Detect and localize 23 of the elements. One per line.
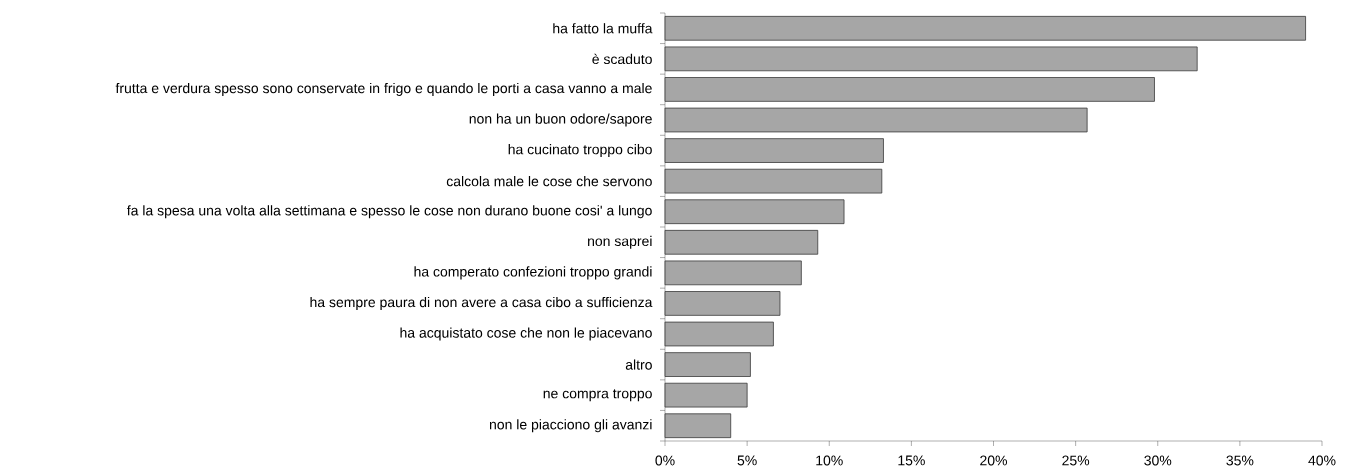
x-tick-label: 25% (1062, 455, 1090, 466)
y-tick-label: fa la spesa una volta alla settimana e spesso le cose non durano buone cosi' a lungo (126, 205, 652, 219)
y-tick-label: calcola male le cose che servono (446, 176, 652, 187)
y-tick-label: non ha un buon odore/sapore (469, 113, 652, 127)
y-tick-label: ha fatto la muffa (553, 23, 653, 34)
x-tick-label: 5% (737, 455, 757, 466)
y-tick-label: ha comperato confezioni troppo grandi (414, 266, 652, 280)
y-tick-label: ha sempre paura di non avere a casa cibo a sufficienza (310, 296, 653, 310)
x-tick-label: 40% (1308, 455, 1336, 466)
y-tick-label: non le piacciono gli avanzi (489, 419, 652, 433)
x-tick-label: 0% (655, 455, 675, 466)
y-tick-label: altro (625, 359, 652, 370)
x-tick-label: 35% (1226, 455, 1254, 466)
y-tick-label: frutta e verdura spesso sono conservate in frigo e quando le porti a casa vanno a male (115, 82, 652, 96)
x-tick-label: 20% (980, 455, 1008, 466)
y-tick-label: è scaduto (592, 53, 652, 65)
x-tick-label: 30% (1144, 455, 1172, 466)
x-tick-label: 10% (816, 455, 843, 466)
y-tick-label: ne compra troppo (543, 389, 652, 402)
y-tick-label: ha cucinato troppo cibo (508, 144, 652, 158)
x-tick-label: 15% (898, 455, 925, 466)
y-tick-label: ha acquistato cose che non le piacevano (400, 327, 652, 341)
y-tick-label: non saprei (588, 235, 652, 249)
